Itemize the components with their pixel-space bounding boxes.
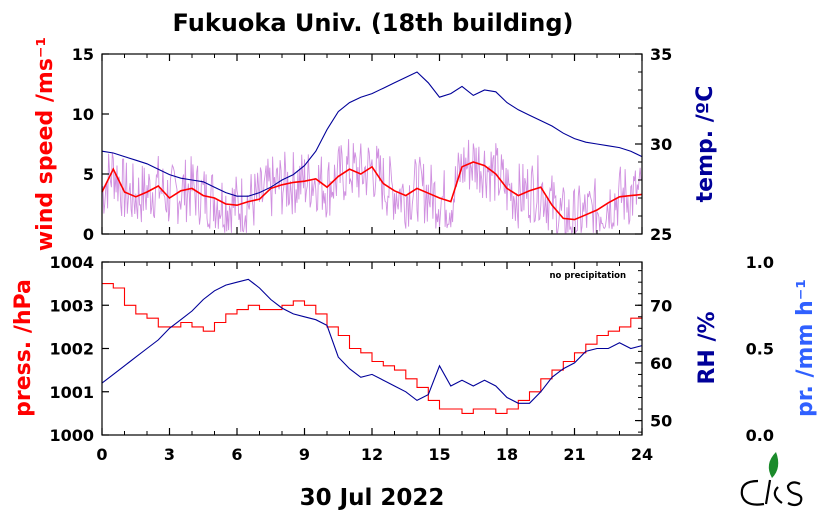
bottom-ticks-group: 0 3 6 9 12 15 18 21 24 1000 1001 1002 1003 1004 50 60 70… bbox=[49, 253, 774, 464]
rh-axis-label: RH /% bbox=[695, 311, 720, 384]
bottom-panel-frame bbox=[101, 261, 643, 436]
temperature-line bbox=[101, 71, 643, 197]
y-right-tick-label: 35 bbox=[650, 45, 672, 64]
bottom-series-group bbox=[101, 278, 643, 414]
precip-tick-label: 0.5 bbox=[746, 340, 774, 359]
x-axis-title: 30 Jul 2022 bbox=[300, 485, 445, 511]
y-right-tick-label: 70 bbox=[650, 296, 672, 315]
precip-axis-label: pr. /mm h⁻¹ bbox=[793, 279, 818, 417]
humidity-line bbox=[101, 278, 643, 404]
y-left-tick-label: 1002 bbox=[49, 340, 94, 359]
y-left-tick-label: 15 bbox=[72, 45, 94, 64]
precip-tick-label: 1.0 bbox=[746, 253, 774, 272]
x-tick-label: 0 bbox=[96, 445, 107, 464]
x-tick-label: 12 bbox=[361, 445, 383, 464]
y-left-tick-label: 0 bbox=[83, 225, 94, 244]
y-left-tick-label: 1000 bbox=[49, 426, 94, 445]
y-left-tick-label: 1001 bbox=[49, 383, 94, 402]
y-left-tick-label: 5 bbox=[83, 165, 94, 184]
no-precipitation-annotation: no precipitation bbox=[549, 271, 626, 281]
y-left-tick-label: 1003 bbox=[49, 296, 94, 315]
x-tick-label: 21 bbox=[563, 445, 585, 464]
y-right-tick-label: 60 bbox=[650, 354, 672, 373]
pressure-axis-label: press. /hPa bbox=[11, 279, 36, 417]
wind-raw-trace bbox=[101, 139, 642, 235]
pressure-line bbox=[102, 283, 643, 414]
y-right-tick-label: 50 bbox=[650, 412, 672, 431]
top-series-group bbox=[101, 71, 643, 235]
x-tick-label: 3 bbox=[164, 445, 175, 464]
top-ticks-group: 0 5 10 15 25 30 35 bbox=[72, 45, 673, 244]
temp-axis-label: temp. /ºC bbox=[693, 86, 718, 203]
x-tick-label: 9 bbox=[299, 445, 310, 464]
x-tick-label: 24 bbox=[631, 445, 653, 464]
ckes-logo-icon bbox=[740, 452, 803, 507]
x-tick-label: 6 bbox=[231, 445, 242, 464]
y-right-tick-label: 30 bbox=[650, 135, 672, 154]
chart-title: Fukuoka Univ. (18th building) bbox=[173, 9, 574, 37]
y-left-tick-label: 1004 bbox=[49, 253, 94, 272]
bottom-panel: 0 3 6 9 12 15 18 21 24 1000 1001 1002 1003 1004 50 60 70… bbox=[11, 253, 818, 464]
precip-tick-label: 0.0 bbox=[746, 426, 774, 445]
x-tick-label: 18 bbox=[496, 445, 518, 464]
wind-axis-label: wind speed /ms⁻¹ bbox=[33, 37, 58, 251]
y-right-tick-label: 25 bbox=[650, 225, 672, 244]
wind-speed-line bbox=[101, 161, 643, 221]
y-left-tick-label: 10 bbox=[72, 105, 94, 124]
top-panel: 0 5 10 15 25 30 35 wind speed /ms⁻¹ temp. /ºC bbox=[33, 37, 718, 251]
x-tick-label: 15 bbox=[428, 445, 450, 464]
